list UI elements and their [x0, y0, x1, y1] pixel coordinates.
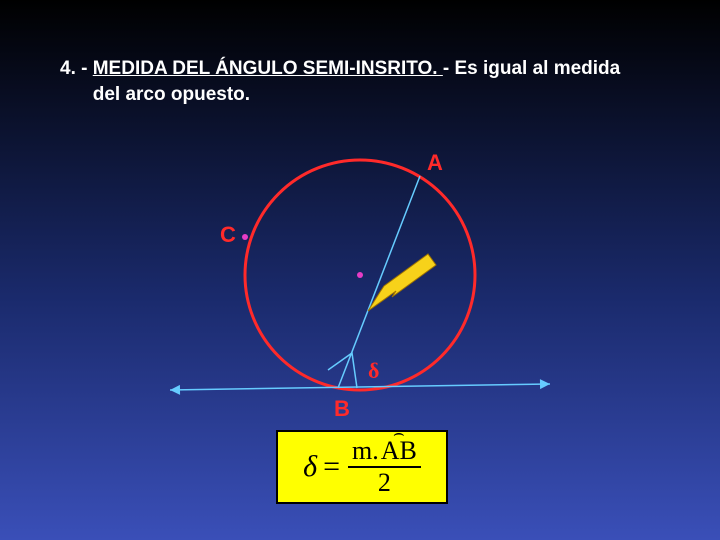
title-rest1: - Es igual al medida — [443, 58, 620, 79]
title-line2: del arco opuesto. — [93, 84, 250, 105]
label-delta: δ — [368, 358, 379, 383]
formula-arc: ⌢ AB — [381, 438, 417, 464]
diagram-svg: A B Cδ — [150, 140, 570, 420]
label-c-dot — [242, 234, 248, 240]
formula-delta: δ — [303, 450, 317, 484]
title-prefix: 4. - — [60, 58, 93, 79]
label-c: C — [220, 222, 236, 247]
title-underlined: MEDIDA DEL ÁNGULO SEMI-INSRITO. — [93, 58, 443, 79]
tangent-arrow-left — [170, 385, 180, 395]
slide: 4. - MEDIDA DEL ÁNGULO SEMI-INSRITO. - E… — [0, 0, 720, 540]
formula-box: δ = m. ⌢ AB 2 — [276, 430, 448, 504]
formula-equals: = — [323, 450, 340, 484]
slide-title: 4. - MEDIDA DEL ÁNGULO SEMI-INSRITO. - E… — [60, 56, 660, 107]
formula-denominator: 2 — [378, 468, 391, 496]
diagram: A B Cδ — [150, 140, 570, 420]
formula-numerator: m. ⌢ AB — [348, 438, 421, 466]
tangent-arrow-right — [540, 379, 550, 389]
formula-m: m. — [352, 438, 379, 464]
label-a: A — [427, 150, 443, 175]
arc-symbol: ⌢ — [381, 428, 417, 438]
formula: δ = m. ⌢ AB 2 — [303, 438, 421, 496]
center-dot — [357, 272, 363, 278]
label-b: B — [334, 396, 350, 420]
angle-marker — [328, 353, 357, 388]
formula-fraction: m. ⌢ AB 2 — [348, 438, 421, 496]
